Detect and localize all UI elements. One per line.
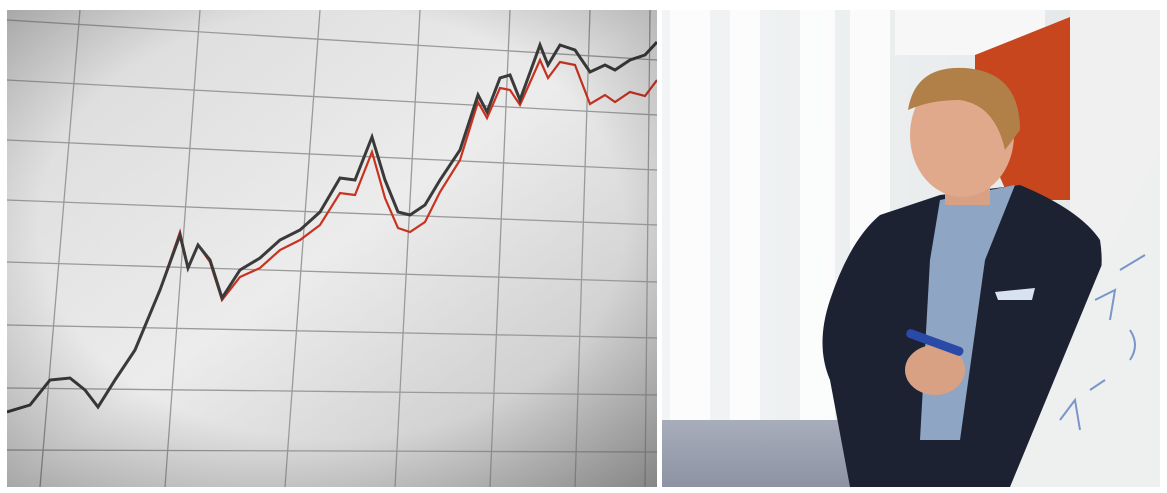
chart-photo <box>7 10 657 487</box>
hand <box>905 345 965 395</box>
flipchart-sketch <box>1059 254 1146 431</box>
carpet <box>662 420 862 487</box>
vignette <box>7 10 657 487</box>
hair <box>908 67 1020 150</box>
pocket-square <box>995 288 1035 300</box>
person-photo <box>662 10 1160 487</box>
marker <box>906 329 964 356</box>
flipchart <box>1010 150 1160 487</box>
